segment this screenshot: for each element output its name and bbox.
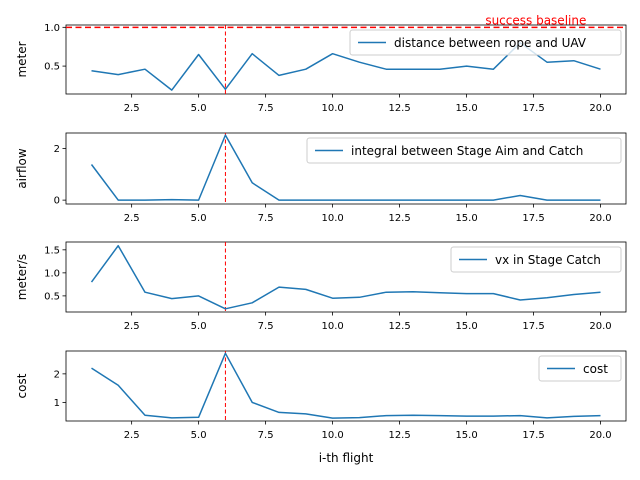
y-tick-label: 0 xyxy=(54,196,60,207)
subplot-2: 2.5 5.0 7.5 10.0 12.5 15.0 17.5 20.0 0 2 airflow in… xyxy=(15,132,627,224)
y-tick-label: 2 xyxy=(54,144,60,155)
y-tick-label: 0.5 xyxy=(44,291,60,302)
x-tick-label: 10.0 xyxy=(321,430,343,441)
series-line xyxy=(90,244,601,310)
subplot-1: 2.5 5.0 7.5 10.0 12.5 15.0 17.5 20.0 0.5 1.0 meter… xyxy=(15,13,627,114)
legend: vx in Stage Catch xyxy=(450,246,622,273)
y-tick-label: 0.5 xyxy=(44,62,60,73)
x-tick-label: 7.5 xyxy=(258,213,274,224)
x-tick-label: 17.5 xyxy=(522,321,544,332)
axes-frame xyxy=(65,24,627,95)
legend-label: cost xyxy=(583,362,608,376)
x-tick-label: 20.0 xyxy=(589,103,611,114)
x-tick-label: 15.0 xyxy=(455,213,477,224)
legend: cost xyxy=(538,355,622,382)
x-tick-label: 10.0 xyxy=(321,213,343,224)
legend-box xyxy=(349,29,622,56)
legend: distance between rope and UAV xyxy=(349,29,622,56)
y-tick-label: 1.0 xyxy=(44,268,60,279)
axes-frame xyxy=(65,132,627,205)
y-tick-label: 1 xyxy=(54,398,60,409)
x-tick-label: 10.0 xyxy=(321,103,343,114)
legend: integral between Stage Aim and Catch xyxy=(306,137,622,164)
x-tick-label: 15.0 xyxy=(455,321,477,332)
y-axis-label: meter/s xyxy=(15,254,29,300)
legend-label: vx in Stage Catch xyxy=(495,253,601,267)
x-tick-label: 17.5 xyxy=(522,430,544,441)
y-axis-label: airflow xyxy=(15,148,29,189)
legend-box xyxy=(450,246,622,273)
x-tick-label: 20.0 xyxy=(589,430,611,441)
x-tick-label: 5.0 xyxy=(191,430,207,441)
subplot-stack: 2.5 5.0 7.5 10.0 12.5 15.0 17.5 20.00.51.0meter… xyxy=(15,13,627,441)
legend-label: integral between Stage Aim and Catch xyxy=(351,144,583,158)
x-tick-label: 7.5 xyxy=(258,430,274,441)
x-tick-label: 2.5 xyxy=(124,321,140,332)
y-tick-label: 1.5 xyxy=(44,245,60,256)
x-tick-label: 2.5 xyxy=(124,430,140,441)
x-tick-label: 7.5 xyxy=(258,103,274,114)
y-axis-label: cost xyxy=(15,373,29,398)
legend-box xyxy=(306,137,622,164)
x-tick-label: 7.5 xyxy=(258,321,274,332)
x-tick-label: 17.5 xyxy=(522,213,544,224)
x-tick-label: 15.0 xyxy=(455,103,477,114)
x-tick-label: 2.5 xyxy=(124,213,140,224)
series-line xyxy=(90,134,601,201)
x-tick-label: 12.5 xyxy=(388,213,410,224)
x-tick-label: 10.0 xyxy=(321,321,343,332)
series-line xyxy=(91,352,601,419)
baseline-label: success baseline xyxy=(485,13,586,27)
x-tick-label: 12.5 xyxy=(388,103,410,114)
y-tick-label: 1.0 xyxy=(44,23,60,34)
x-tick-label: 12.5 xyxy=(388,321,410,332)
axes-frame xyxy=(65,350,627,422)
x-tick-label: 20.0 xyxy=(589,213,611,224)
x-axis-label: i-th flight xyxy=(319,451,374,465)
x-tick-label: 5.0 xyxy=(191,321,207,332)
subplot-3: 2.5 5.0 7.5 10.0 12.5 15.0 17.5 20.0 0.5 1.0 1.5 me… xyxy=(15,241,627,332)
legend-label: distance between rope and UAV xyxy=(394,36,587,50)
subplot-4: 2.5 5.0 7.5 10.0 12.5 15.0 17.5 20.0 1 2 cost cost xyxy=(15,350,627,441)
legend-box xyxy=(538,355,622,382)
x-tick-label: 5.0 xyxy=(191,103,207,114)
x-tick-label: 17.5 xyxy=(522,103,544,114)
y-tick-label: 2 xyxy=(54,369,60,380)
y-axis-label: meter xyxy=(15,41,29,77)
x-tick-label: 5.0 xyxy=(191,213,207,224)
axes-frame xyxy=(65,241,627,313)
x-tick-label: 20.0 xyxy=(589,321,611,332)
x-tick-label: 15.0 xyxy=(455,430,477,441)
x-tick-label: 2.5 xyxy=(124,103,140,114)
x-tick-label: 12.5 xyxy=(388,430,410,441)
